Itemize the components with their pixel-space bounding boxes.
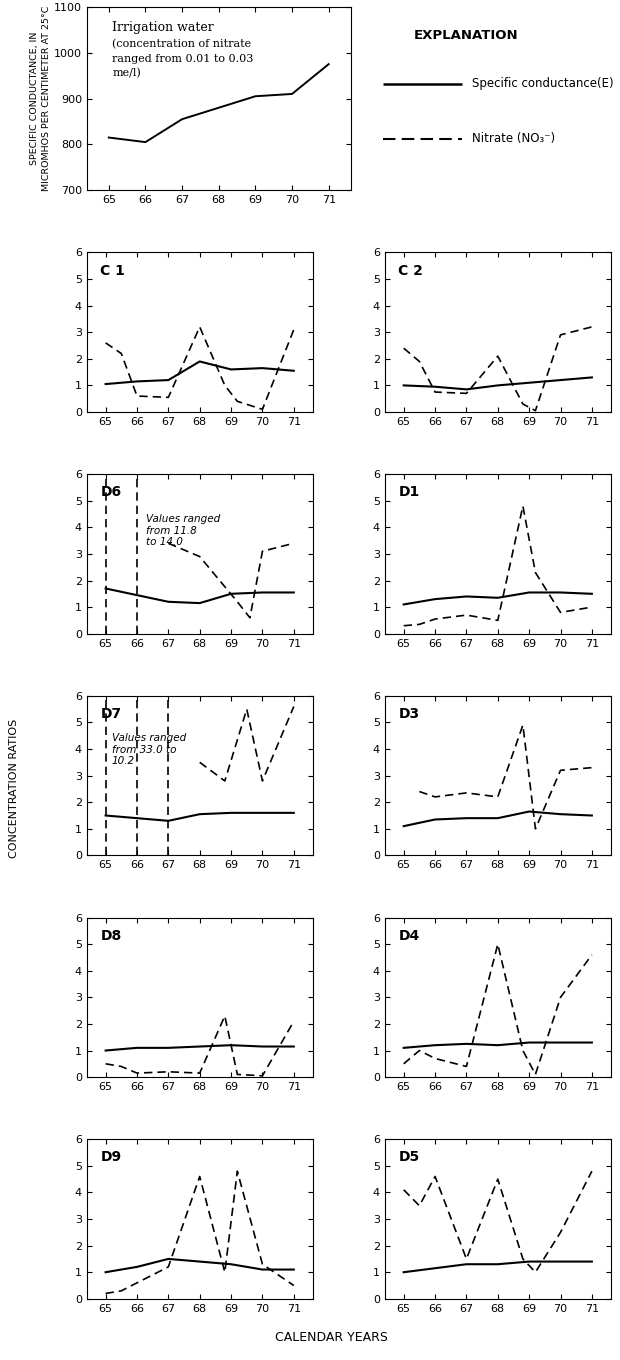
Text: D4: D4 <box>399 929 420 942</box>
Text: (7.3): (7.3) <box>219 785 244 796</box>
Y-axis label: SPECIFIC CONDUCTANCE, IN
MICROMHOS PER CENTIMETER AT 25°C: SPECIFIC CONDUCTANCE, IN MICROMHOS PER C… <box>30 5 51 192</box>
Text: (7.3): (7.3) <box>548 1228 573 1239</box>
Text: D7: D7 <box>100 707 122 721</box>
Text: D5: D5 <box>399 1151 420 1164</box>
Text: ranged from 0.01 to 0.03: ranged from 0.01 to 0.03 <box>112 53 254 64</box>
Text: (11.4): (11.4) <box>184 1006 215 1017</box>
Text: C 2: C 2 <box>399 264 423 277</box>
Text: CONCENTRATION RATIOS: CONCENTRATION RATIOS <box>9 719 19 858</box>
Text: me/l): me/l) <box>112 68 141 79</box>
Text: EXPLANATION: EXPLANATION <box>414 29 518 42</box>
Text: Values ranged
from 11.8
to 14.0: Values ranged from 11.8 to 14.0 <box>146 514 221 547</box>
Text: D3: D3 <box>399 707 420 721</box>
Text: D8: D8 <box>100 929 122 942</box>
Text: Values ranged
from 33.0 to
10.2: Values ranged from 33.0 to 10.2 <box>112 733 186 766</box>
Text: Irrigation water: Irrigation water <box>112 22 214 34</box>
Text: D9: D9 <box>100 1151 122 1164</box>
Text: (16.4): (16.4) <box>576 1228 608 1239</box>
Text: Specific conductance(E): Specific conductance(E) <box>472 78 613 90</box>
Text: D6: D6 <box>100 486 122 499</box>
Text: CALENDAR YEARS: CALENDAR YEARS <box>275 1330 388 1344</box>
Text: D1: D1 <box>399 486 420 499</box>
Text: Nitrate (NO₃⁻): Nitrate (NO₃⁻) <box>472 132 555 146</box>
Text: (concentration of nitrate: (concentration of nitrate <box>112 39 252 49</box>
Text: C 1: C 1 <box>100 264 125 277</box>
